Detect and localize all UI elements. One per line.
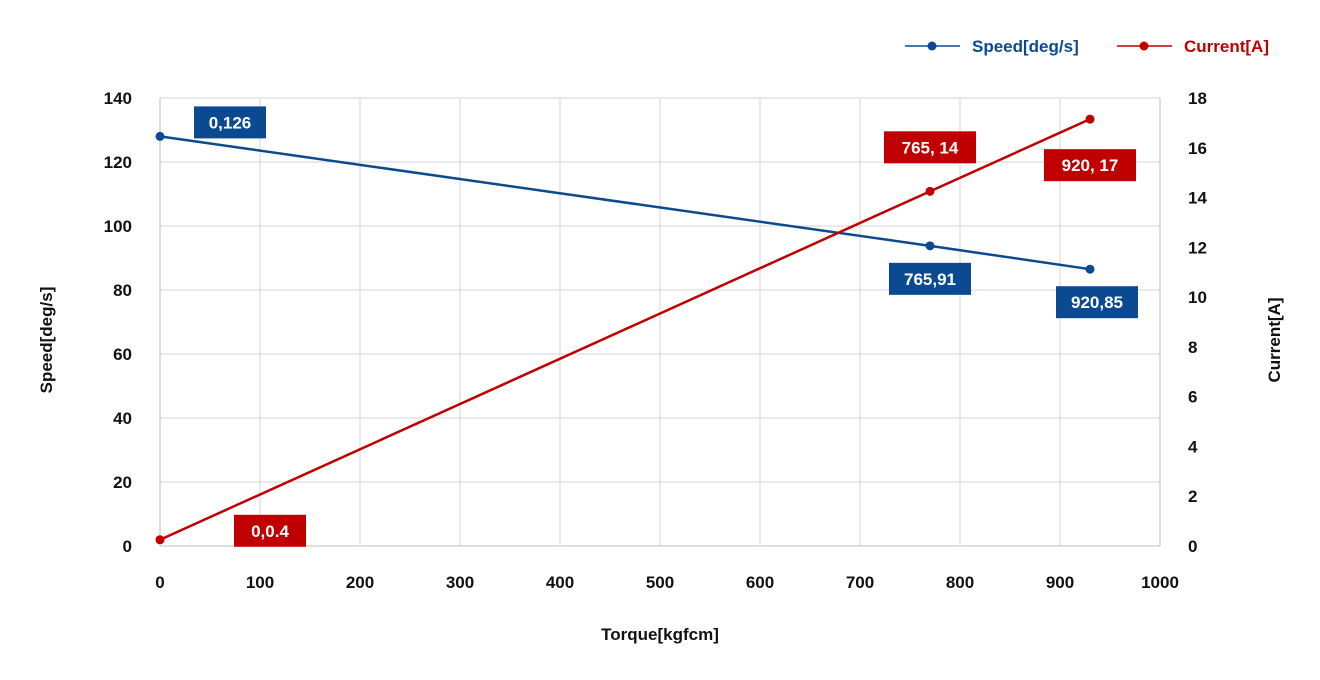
data-label: 765,91 [904, 270, 956, 289]
y-right-tick-label: 18 [1188, 89, 1207, 108]
y-right-tick-label: 8 [1188, 338, 1197, 357]
series-line-current [159, 118, 1091, 541]
data-point [1085, 114, 1095, 124]
data-label-box [1056, 286, 1138, 319]
data-label: 920, 17 [1062, 156, 1119, 175]
data-point [155, 535, 165, 545]
series-lines [155, 114, 1095, 545]
x-tick-label: 1000 [1141, 573, 1179, 592]
y-right-tick-label: 14 [1188, 189, 1207, 208]
x-tick-label: 200 [346, 573, 374, 592]
legend-speed-marker [927, 41, 937, 51]
axes: 0 100 200 300 400 500 600 700 800 900 100002040608… [104, 89, 1208, 592]
x-tick-label: 800 [946, 573, 974, 592]
y-right-tick-label: 12 [1188, 238, 1207, 257]
data-label-box [194, 106, 266, 139]
y-right-axis-title: Current[A] [1265, 298, 1284, 383]
y-right-tick-label: 10 [1188, 288, 1207, 307]
data-point [1085, 264, 1095, 274]
x-tick-label: 0 [155, 573, 164, 592]
y-right-tick-label: 2 [1188, 487, 1197, 506]
y-left-tick-label: 20 [113, 473, 132, 492]
x-tick-label: 400 [546, 573, 574, 592]
data-label: 920,85 [1071, 293, 1123, 312]
x-tick-label: 900 [1046, 573, 1074, 592]
data-label-box [234, 514, 306, 547]
x-tick-label: 600 [746, 573, 774, 592]
y-right-tick-label: 4 [1188, 437, 1198, 456]
y-right-tick-label: 6 [1188, 388, 1197, 407]
x-tick-label: 500 [646, 573, 674, 592]
y-left-tick-label: 0 [123, 537, 132, 556]
legend: Speed[deg/s] Current[A] [905, 37, 1269, 56]
legend-speed-label: Speed[deg/s] [972, 37, 1079, 56]
data-point [155, 131, 165, 141]
legend-current-marker [1139, 41, 1149, 51]
y-left-tick-label: 100 [104, 217, 132, 236]
y-right-tick-label: 16 [1188, 139, 1207, 158]
data-label-box [884, 131, 976, 164]
data-label: 0,126 [209, 113, 252, 132]
data-point [925, 186, 935, 196]
data-point [925, 241, 935, 251]
data-label: 765, 14 [902, 138, 959, 157]
data-label-box [889, 262, 971, 295]
y-left-tick-label: 60 [113, 345, 132, 364]
data-label-box [1044, 149, 1136, 182]
x-tick-label: 300 [446, 573, 474, 592]
y-right-tick-label: 0 [1188, 537, 1197, 556]
y-left-axis-title: Speed[deg/s] [37, 287, 56, 394]
data-labels: 0,126 765,91 920,85 0,0.4 765, 14 920, 17 [194, 106, 1138, 547]
x-tick-label: 700 [846, 573, 874, 592]
x-axis-title: Torque[kgfcm] [601, 625, 719, 644]
y-left-tick-label: 80 [113, 281, 132, 300]
gridlines [159, 97, 1161, 547]
y-left-tick-label: 120 [104, 153, 132, 172]
x-tick-label: 100 [246, 573, 274, 592]
data-label: 0,0.4 [251, 522, 289, 541]
legend-current-label: Current[A] [1184, 37, 1269, 56]
y-left-tick-label: 40 [113, 409, 132, 428]
y-left-tick-label: 140 [104, 89, 132, 108]
